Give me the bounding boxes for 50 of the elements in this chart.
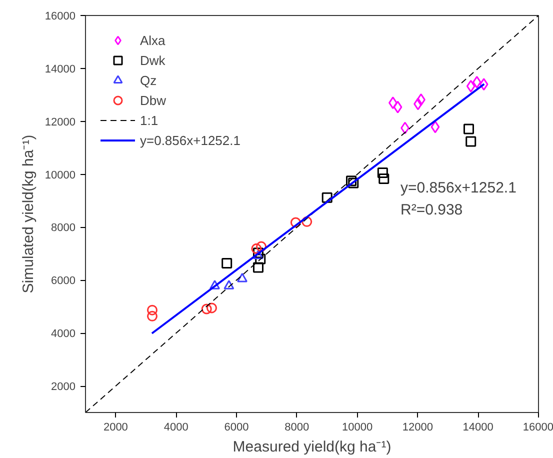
y-tick-label: 16000	[44, 10, 76, 22]
point	[393, 100, 402, 114]
point	[236, 272, 248, 282]
x-tick-label: 10000	[342, 422, 373, 434]
y-tick-label: 2000	[51, 381, 76, 394]
point	[302, 216, 312, 227]
point	[210, 280, 220, 290]
point	[252, 262, 264, 273]
y-tick-label: 8000	[51, 222, 76, 234]
point	[290, 217, 301, 228]
x-tick-label: 6000	[224, 422, 249, 434]
point	[466, 80, 476, 92]
point	[466, 136, 476, 147]
point	[256, 241, 267, 252]
point	[463, 124, 474, 134]
point	[201, 304, 212, 314]
x-axis-title: Measured yield(kg ha⁻¹)	[232, 438, 392, 456]
y-tick-label: 6000	[51, 275, 76, 288]
point	[222, 258, 232, 268]
y-tick-label: 10000	[44, 169, 76, 182]
x-tick-label: 12000	[402, 422, 433, 434]
legend-label: y=0.856x+1252.1	[140, 132, 240, 148]
point	[322, 192, 332, 203]
y-tick-label: 4000	[51, 328, 76, 340]
point	[224, 280, 234, 290]
legend-label: Qz	[140, 72, 158, 88]
annotation: y=0.856x+1252.1	[400, 180, 516, 196]
point	[377, 167, 388, 178]
y-tick-label: 12000	[44, 116, 76, 128]
point	[430, 120, 440, 134]
point	[146, 310, 158, 322]
legend-label: Dwk	[140, 52, 166, 68]
x-tick-label: 16000	[522, 422, 553, 434]
point	[472, 76, 482, 88]
legend-label: 1:1	[140, 112, 160, 128]
annotation: R²=0.938	[400, 202, 463, 218]
y-tick-label: 14000	[44, 63, 76, 76]
point	[206, 302, 217, 314]
point	[255, 254, 266, 264]
point	[251, 243, 262, 254]
point	[146, 304, 158, 316]
y-axis-title: Simulated yield(kg ha⁻¹)	[20, 134, 37, 294]
legend-label: Alxa	[140, 32, 166, 48]
x-tick-label: 8000	[284, 422, 310, 434]
legend-label: Dbw	[140, 92, 166, 108]
x-tick-label: 2000	[103, 422, 128, 434]
point	[479, 78, 488, 91]
point	[378, 174, 390, 184]
x-tick-label: 14000	[462, 422, 494, 434]
x-tick-label: 4000	[164, 422, 188, 434]
